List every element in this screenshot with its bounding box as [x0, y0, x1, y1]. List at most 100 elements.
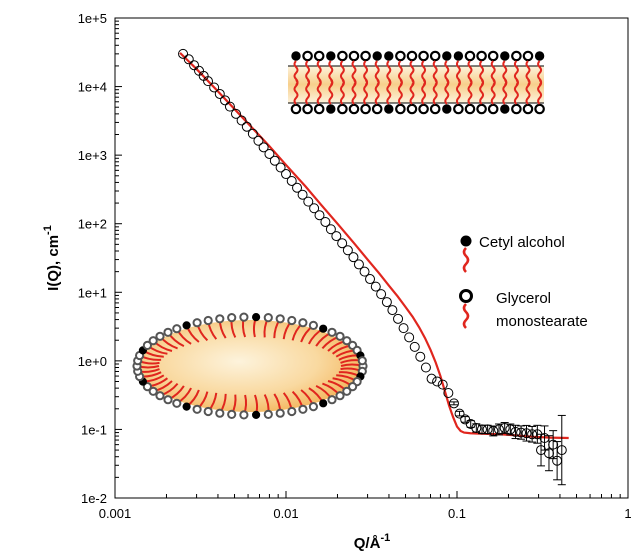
lipid-head	[335, 391, 345, 401]
data-point	[189, 60, 200, 71]
lipid-head	[319, 324, 328, 333]
lipid-tail	[386, 79, 392, 105]
legend-tail-icon	[462, 247, 470, 273]
lipid-head	[326, 51, 336, 61]
data-point	[220, 95, 231, 106]
lipid-head	[453, 103, 464, 115]
lipid-head	[227, 313, 237, 323]
lipid-head	[511, 103, 522, 115]
data-point	[521, 428, 532, 439]
data-point	[488, 425, 499, 436]
legend-label-cetyl-alcohol: Cetyl alcohol	[479, 234, 565, 251]
lipid-head	[357, 356, 367, 366]
data-point	[420, 362, 431, 373]
lipid-head	[360, 103, 371, 115]
lipid-head	[371, 103, 383, 115]
lipid-head	[500, 104, 510, 114]
lipid-tail	[409, 79, 415, 105]
data-point	[527, 429, 538, 440]
data-point	[269, 155, 280, 166]
lipid-head	[342, 336, 352, 346]
lipid-head	[263, 409, 273, 419]
data-point	[409, 341, 420, 352]
lipid-head	[327, 395, 337, 405]
lipid-head	[263, 313, 273, 323]
data-point	[370, 281, 381, 292]
lipid-tail	[432, 79, 438, 105]
data-point	[320, 216, 331, 227]
lipid-head	[464, 50, 476, 62]
lipid-tail	[479, 79, 485, 105]
lipid-head	[464, 103, 476, 115]
lipid-tail	[397, 79, 403, 105]
lipid-head	[142, 382, 152, 392]
lipid-head	[155, 391, 165, 401]
data-point	[203, 76, 214, 87]
lipid-head	[308, 320, 318, 330]
y-tick-label: 1e+0	[78, 354, 107, 369]
lipid-tail	[444, 79, 450, 105]
lipid-head	[148, 336, 158, 346]
x-tick-label: 0.01	[273, 506, 298, 521]
lipid-head	[476, 103, 487, 115]
lipid-head	[511, 50, 522, 62]
y-tick-label: 1e+1	[78, 285, 107, 300]
lipid-head	[360, 50, 371, 62]
lipid-head	[429, 103, 441, 115]
data-point	[247, 128, 258, 139]
lipid-tail	[490, 79, 496, 105]
lipid-head	[418, 50, 429, 62]
lipid-head	[215, 314, 225, 324]
y-tick-label: 1e+5	[78, 11, 107, 26]
lipid-head	[476, 50, 487, 62]
lipid-head	[395, 103, 406, 115]
legend: Cetyl alcohol Glycerol monostearate	[459, 234, 588, 330]
lipid-head	[291, 51, 301, 61]
lipid-head	[172, 324, 182, 334]
data-point	[415, 351, 426, 362]
data-point	[426, 373, 437, 384]
data-point	[178, 48, 189, 59]
vesicle-schematic-icon	[132, 312, 368, 420]
lipid-head	[155, 331, 165, 341]
lipid-head	[182, 402, 191, 411]
bilayer-schematic-icon	[288, 50, 545, 115]
y-tick-label: 1e-1	[81, 422, 107, 437]
data-point	[224, 101, 235, 112]
data-point	[548, 439, 559, 450]
lipid-head	[215, 408, 225, 418]
lipid-head	[326, 104, 336, 114]
lipid-head	[290, 103, 302, 115]
x-tick-label: 0.001	[99, 506, 132, 521]
data-point	[556, 445, 567, 456]
data-point	[214, 88, 225, 99]
lipid-head	[239, 410, 249, 420]
data-point	[432, 376, 443, 387]
lipid-head	[227, 409, 237, 419]
x-axis: 0.001 0.01 0.1 1	[99, 491, 632, 521]
lipid-head	[522, 50, 534, 62]
data-point	[454, 408, 465, 419]
lipid-tail	[421, 79, 427, 105]
lipid-head	[453, 51, 464, 61]
lipid-head	[142, 340, 152, 350]
data-point	[209, 82, 220, 93]
lipid-tail	[537, 79, 543, 105]
data-point	[297, 189, 308, 200]
legend-item-cetyl-alcohol: Cetyl alcohol	[460, 234, 565, 273]
data-point	[353, 259, 364, 270]
lipid-head	[500, 51, 510, 61]
y-tick-label: 1e+4	[78, 80, 107, 95]
lipid-head	[534, 51, 545, 61]
lipid-head	[302, 103, 313, 115]
y-axis: 1e-2 1e-1 1e+0 1e+1 1e+2 1e+3 1e+4 1e+5	[78, 11, 122, 506]
data-point	[387, 305, 398, 316]
lipid-head	[203, 315, 213, 326]
data-point	[253, 135, 264, 146]
y-tick-label: 1e+3	[78, 148, 107, 163]
data-point	[505, 424, 516, 435]
x-axis-title: Q/Å-1	[354, 532, 390, 552]
data-point	[476, 424, 487, 435]
data-point	[499, 422, 510, 433]
